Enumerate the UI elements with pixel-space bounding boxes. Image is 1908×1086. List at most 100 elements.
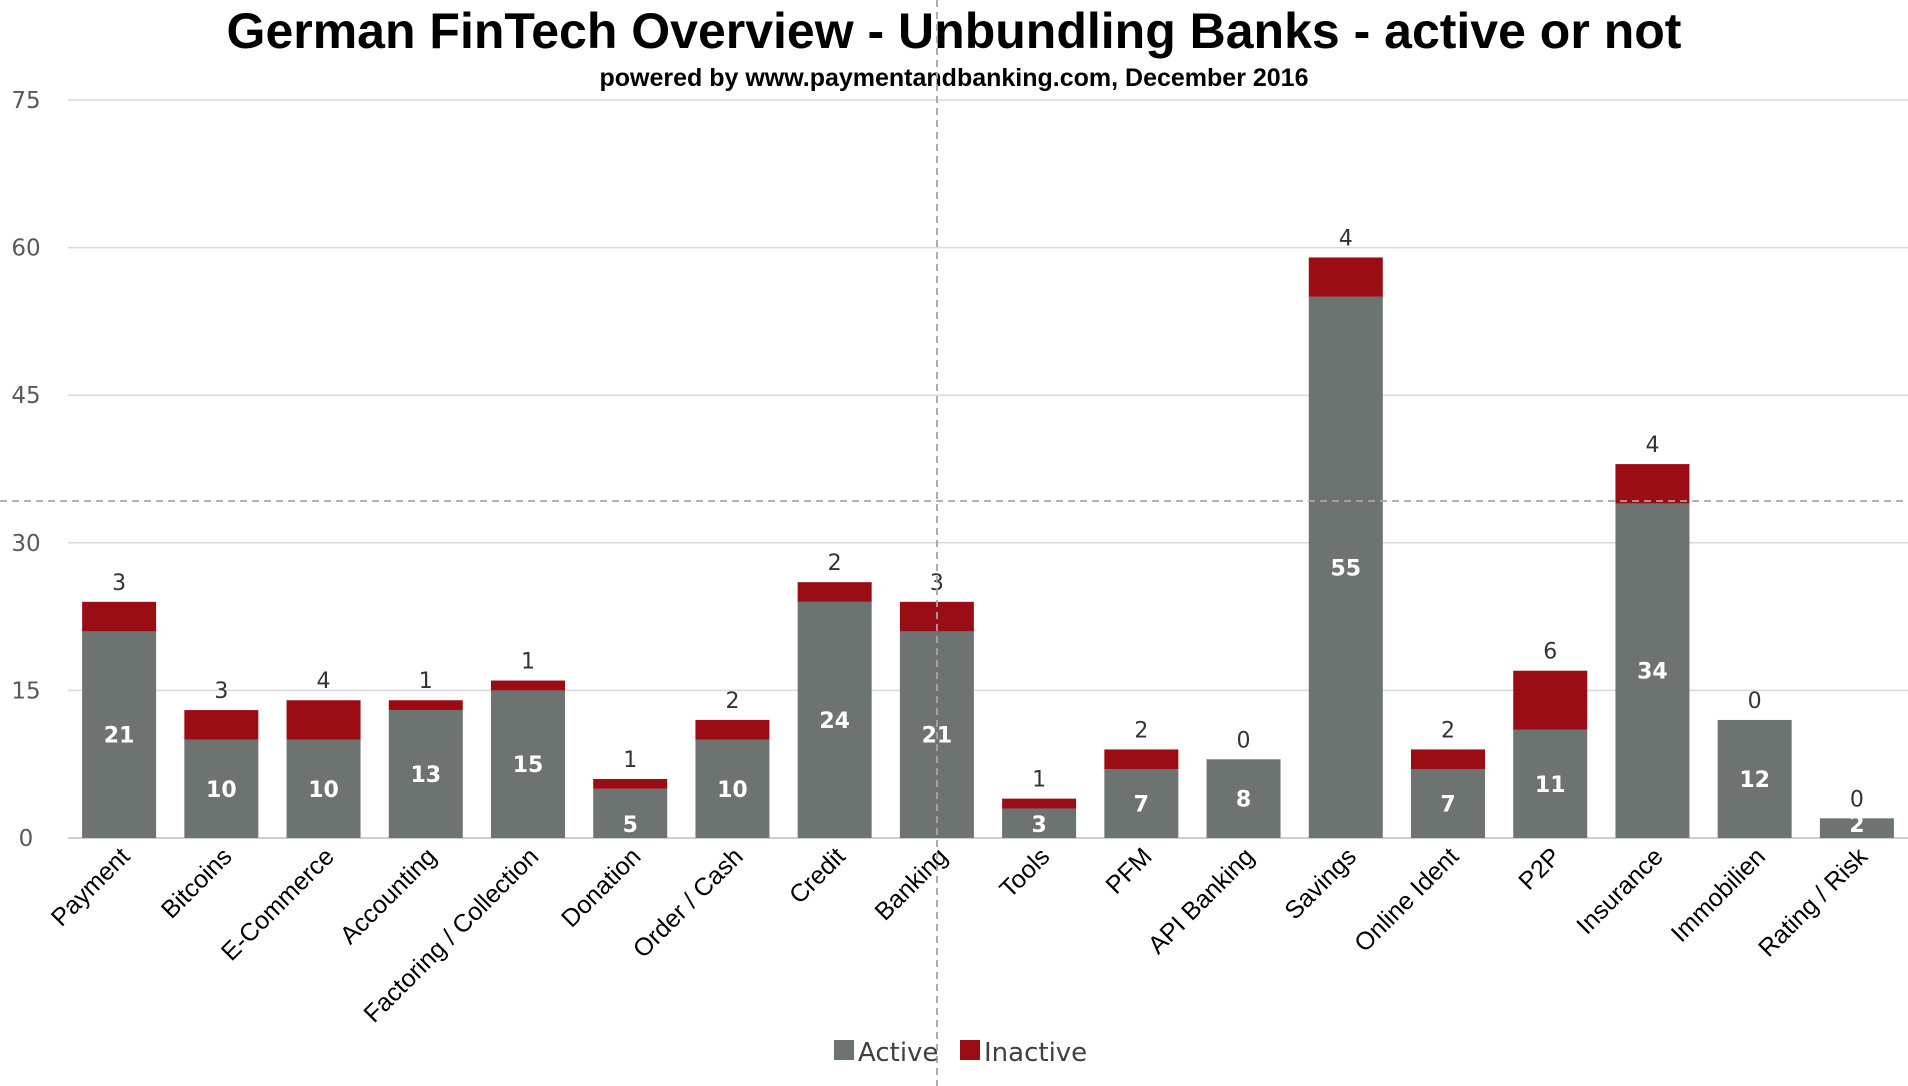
x-tick-label: Accounting xyxy=(335,842,442,949)
data-label-active: 10 xyxy=(206,778,237,803)
bar-active-accounting xyxy=(388,710,463,838)
bar-inactive-bitcoins xyxy=(184,710,259,740)
bar-active-e-commerce xyxy=(286,739,361,838)
legend: Active Inactive xyxy=(834,1038,1087,1068)
x-axis-ticks: Payment BitcoinsE-CommerceAccountingFacto… xyxy=(46,842,1874,1028)
bar-inactive-tools xyxy=(1002,798,1077,809)
bars xyxy=(82,257,1894,838)
data-label-active: 8 xyxy=(1236,788,1251,813)
x-tick-label: Banking xyxy=(869,842,953,926)
x-tick-label: Factoring / Collection xyxy=(358,842,544,1028)
data-label-active: 2 xyxy=(1849,813,1864,838)
x-tick-label: Tools xyxy=(994,842,1055,903)
data-label-active: 12 xyxy=(1739,768,1770,793)
x-tick-label: Immobilien xyxy=(1666,842,1771,947)
bar-inactive-pfm xyxy=(1104,749,1179,770)
data-label-active: 10 xyxy=(717,778,748,803)
x-tick-label: Order / Cash xyxy=(628,842,749,963)
bar-active-pfm xyxy=(1104,769,1179,838)
data-label-active: 11 xyxy=(1535,773,1566,798)
data-label-inactive: 6 xyxy=(1543,640,1557,665)
bar-active-donation xyxy=(593,788,668,838)
chart-subtitle: powered by www.paymentandbanking.com, De… xyxy=(599,64,1308,92)
data-label-inactive: 0 xyxy=(1237,728,1251,753)
data-label-inactive: 0 xyxy=(1748,689,1762,714)
bar-active-bitcoins xyxy=(184,739,259,838)
x-tick-label: P2P xyxy=(1513,842,1566,895)
x-tick-label: Credit xyxy=(784,842,851,909)
y-axis-ticks: 0 15 30 45 60 75 xyxy=(11,88,40,852)
data-label-inactive: 2 xyxy=(1441,718,1455,743)
bar-inactive-donation xyxy=(593,778,668,789)
bar-inactive-payment xyxy=(82,601,157,632)
data-label-active: 55 xyxy=(1330,556,1361,581)
y-tick-label: 15 xyxy=(11,678,40,704)
data-label-inactive: 1 xyxy=(521,650,535,675)
bar-inactive-factoring-collection xyxy=(491,680,565,691)
data-label-inactive: 4 xyxy=(1645,433,1659,458)
legend-label-active: Active xyxy=(858,1038,938,1068)
x-tick-label: Savings xyxy=(1279,842,1362,925)
data-label-inactive: 4 xyxy=(317,669,331,694)
bar-active-savings xyxy=(1308,296,1383,838)
x-tick-label: Rating / Risk xyxy=(1753,842,1873,962)
bar-active-insurance xyxy=(1615,503,1690,838)
bar-inactive-savings xyxy=(1308,257,1383,297)
data-label-inactive: 1 xyxy=(419,669,433,694)
y-tick-label: 60 xyxy=(11,236,40,262)
data-label-inactive: 2 xyxy=(1134,718,1148,743)
bar-inactive-order-cash xyxy=(695,719,770,740)
bar-active-tools xyxy=(1002,808,1077,838)
x-tick-label: Insurance xyxy=(1571,842,1668,939)
bar-active-payment xyxy=(82,631,157,838)
data-label-active: 7 xyxy=(1134,793,1149,818)
y-tick-label: 0 xyxy=(19,826,34,852)
data-label-active: 5 xyxy=(623,813,638,838)
chart-title: German FinTech Overview - Unbundling Ban… xyxy=(227,3,1682,59)
bar-active-factoring-collection xyxy=(491,690,565,838)
y-tick-label: 75 xyxy=(11,88,40,114)
data-label-active: 24 xyxy=(819,709,850,734)
data-label-active: 7 xyxy=(1440,793,1455,818)
x-tick-label: Bitcoins xyxy=(156,842,238,924)
data-labels: 2131031041311515110224221331728055472116… xyxy=(104,226,1865,838)
data-label-active: 13 xyxy=(410,763,441,788)
data-label-inactive: 1 xyxy=(1032,768,1046,793)
bar-inactive-online-ident xyxy=(1411,749,1485,770)
y-tick-label: 45 xyxy=(11,383,40,409)
data-label-inactive: 3 xyxy=(112,571,126,596)
data-label-active: 3 xyxy=(1031,813,1046,838)
y-tick-label: 30 xyxy=(11,531,40,557)
data-label-inactive: 3 xyxy=(214,679,228,704)
bar-inactive-credit xyxy=(797,582,872,602)
legend-label-inactive: Inactive xyxy=(984,1038,1087,1068)
bar-active-online-ident xyxy=(1411,769,1485,838)
data-label-active: 34 xyxy=(1637,660,1668,685)
legend-swatch-inactive xyxy=(960,1040,980,1060)
bar-active-order-cash xyxy=(695,739,770,838)
bar-active-immobilien xyxy=(1717,719,1792,838)
data-label-inactive: 3 xyxy=(930,571,944,596)
data-label-active: 21 xyxy=(104,724,135,749)
bar-active-p2p xyxy=(1513,729,1588,838)
data-label-active: 15 xyxy=(513,753,544,778)
legend-swatch-active xyxy=(834,1040,854,1060)
bar-inactive-e-commerce xyxy=(286,700,361,740)
x-tick-label: Payment xyxy=(46,842,136,932)
data-label-inactive: 4 xyxy=(1339,226,1353,251)
bar-active-api-banking xyxy=(1206,759,1281,838)
bar-inactive-p2p xyxy=(1513,670,1588,730)
data-label-inactive: 2 xyxy=(725,689,739,714)
bar-active-rating-risk xyxy=(1819,818,1894,838)
data-label-inactive: 0 xyxy=(1850,787,1864,812)
x-tick-label: API Banking xyxy=(1143,842,1260,959)
data-label-inactive: 1 xyxy=(623,748,637,773)
gridlines xyxy=(68,99,1908,839)
x-tick-label: Donation xyxy=(556,842,647,933)
bar-inactive-accounting xyxy=(388,700,463,711)
data-label-active: 10 xyxy=(308,778,339,803)
x-tick-label: Online Ident xyxy=(1349,842,1464,957)
